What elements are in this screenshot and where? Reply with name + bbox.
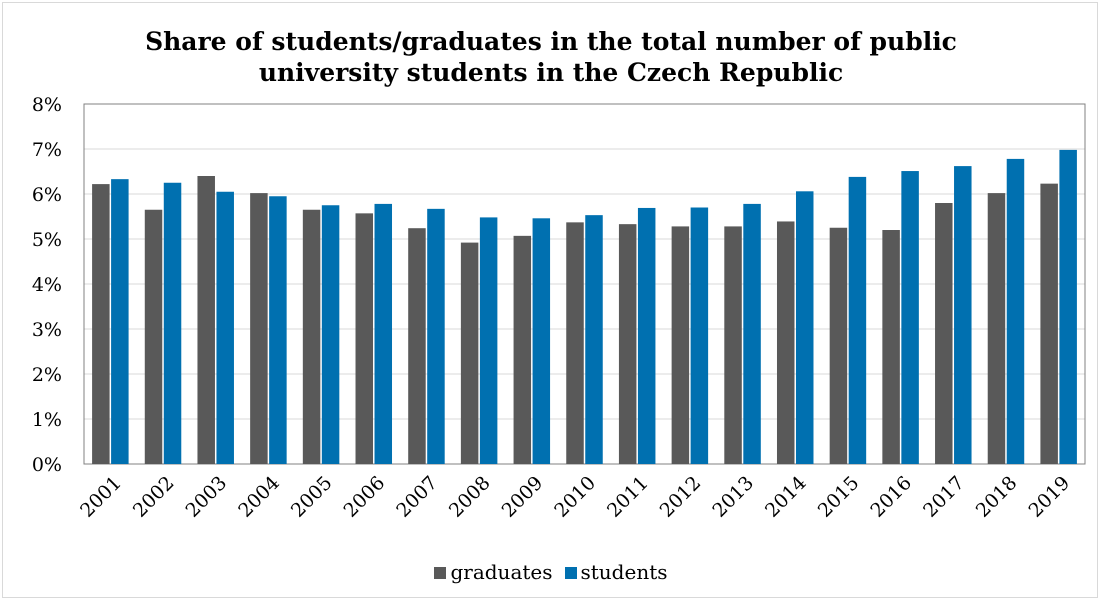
graduates-bar-2016	[882, 230, 900, 464]
graduates-bar-2012	[671, 226, 690, 464]
graduates-bar-2003	[197, 176, 215, 464]
chart-title: Share of students/graduates in the total…	[145, 27, 957, 87]
x-tick-label: 2004	[234, 472, 284, 522]
x-tick-label: 2009	[498, 472, 548, 522]
graduates-bar-2019	[1040, 183, 1058, 464]
x-tick-label: 2010	[550, 472, 600, 522]
y-tick-label: 2%	[32, 364, 62, 386]
students-bar-2004	[269, 196, 287, 464]
students-bar-2015	[848, 176, 867, 464]
y-tick-label: 5%	[32, 229, 62, 251]
x-tick-label: 2003	[181, 472, 231, 522]
chart-legend: graduates students	[0, 560, 1102, 584]
graduates-bar-2013	[724, 226, 742, 464]
x-tick-label: 2006	[340, 472, 390, 522]
students-bar-2013	[743, 203, 761, 464]
students-bar-2017	[954, 166, 972, 464]
students-bar-2011	[637, 207, 656, 464]
students-bar-2008	[479, 217, 498, 464]
graduates-bar-2007	[408, 228, 426, 464]
graduates-bar-2005	[302, 209, 321, 464]
graduates-bar-2002	[144, 209, 163, 464]
graduates-bar-2006	[355, 213, 374, 464]
y-tick-label: 8%	[32, 94, 62, 116]
students-bar-2019	[1059, 149, 1077, 464]
x-tick-label: 2014	[761, 472, 811, 522]
students-bar-2010	[585, 215, 603, 464]
x-tick-label: 2001	[76, 472, 126, 522]
graduates-bar-2017	[935, 203, 953, 464]
y-tick-label: 6%	[32, 184, 62, 206]
students-bar-2003	[216, 191, 234, 464]
students-bar-2007	[427, 208, 445, 464]
y-tick-label: 7%	[32, 139, 62, 161]
x-tick-label: 2017	[919, 472, 969, 522]
graduates-bar-2011	[618, 224, 637, 464]
graduates-bar-2008	[460, 242, 479, 464]
graduates-bar-2018	[987, 193, 1006, 464]
y-tick-label: 3%	[32, 319, 62, 341]
graduates-bar-2015	[829, 227, 848, 464]
x-tick-label: 2018	[972, 472, 1022, 522]
x-tick-label: 2016	[866, 472, 916, 522]
y-tick-label: 1%	[32, 409, 62, 431]
graduates-bar-2001	[92, 184, 110, 464]
x-tick-label: 2002	[129, 472, 179, 522]
students-bar-2002	[163, 182, 182, 464]
x-tick-label: 2011	[603, 472, 653, 522]
x-tick-label: 2008	[445, 472, 495, 522]
plot-area-border	[83, 103, 1086, 465]
graduates-bar-2004	[250, 193, 268, 464]
students-bar-2005	[321, 205, 340, 464]
students-bar-2012	[690, 207, 709, 464]
students-bar-2009	[532, 218, 551, 464]
legend-label: graduates	[450, 560, 553, 584]
students-bar-2016	[901, 171, 919, 465]
x-tick-label: 2015	[814, 472, 864, 522]
legend-label: students	[580, 560, 668, 584]
graduates-bar-2009	[513, 235, 532, 464]
x-tick-label: 2013	[708, 472, 758, 522]
y-tick-label: 4%	[32, 274, 62, 296]
students-bar-2001	[111, 179, 129, 464]
y-tick-label: 0%	[32, 454, 62, 476]
graduates-bar-2010	[566, 222, 584, 464]
x-tick-label: 2007	[392, 472, 442, 522]
legend-item-students: students	[564, 560, 668, 584]
legend-item-graduates: graduates	[434, 560, 553, 584]
graduates-bar-2014	[776, 221, 795, 464]
x-tick-label: 2012	[656, 472, 706, 522]
x-tick-label: 2005	[287, 472, 337, 522]
x-tick-label: 2019	[1024, 472, 1074, 522]
students-bar-2018	[1006, 158, 1025, 464]
students-bar-2006	[374, 203, 393, 464]
legend-swatch	[564, 567, 577, 579]
legend-swatch	[434, 567, 447, 579]
students-bar-2014	[795, 191, 814, 465]
